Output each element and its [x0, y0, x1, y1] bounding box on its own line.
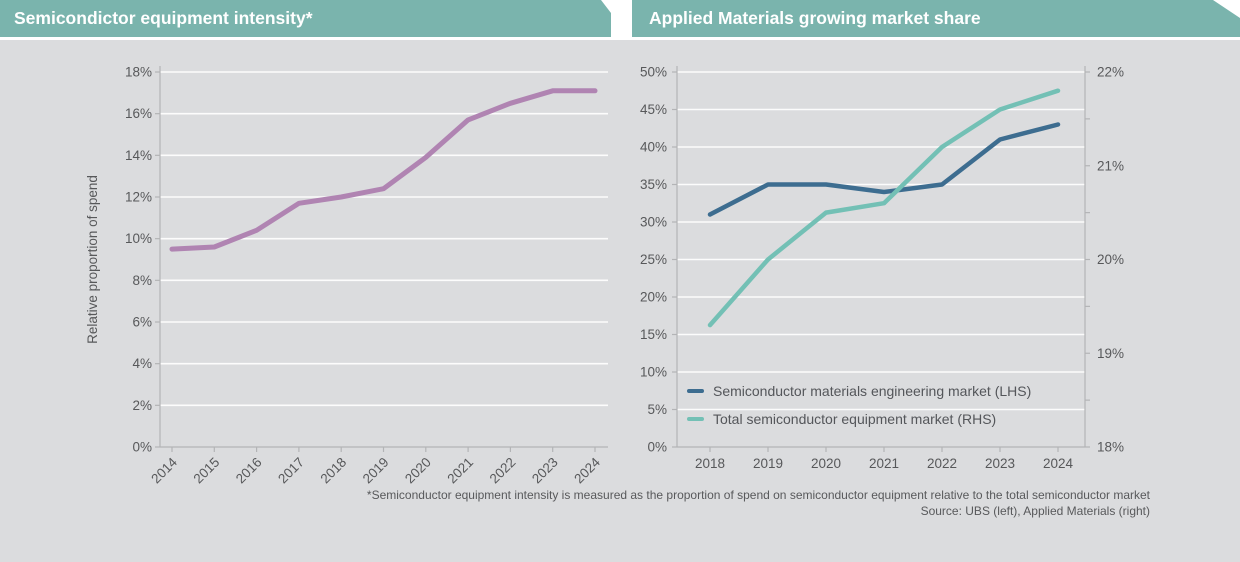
- y-axis-tick-label: 35%: [640, 177, 667, 192]
- x-axis-tick-label: 2024: [1043, 456, 1074, 471]
- x-axis-tick-label: 2022: [927, 456, 957, 471]
- footnote-definition: *Semiconductor equipment intensity is me…: [366, 488, 1150, 502]
- series-line: [707, 122, 1061, 217]
- footnote: *Semiconductor equipment intensity is me…: [367, 488, 1150, 519]
- y-axis-tick-label: 50%: [640, 65, 667, 80]
- legend-label-lhs: Semiconductor materials engineering mark…: [713, 383, 1032, 399]
- left-panel-title: Semicondictor equipment intensity*: [14, 8, 313, 28]
- right-axis-tick-label: 22%: [1097, 65, 1124, 80]
- chart-legend: Semiconductor materials engineering mark…: [687, 377, 1031, 433]
- y-axis-tick-label: 25%: [640, 252, 667, 267]
- y-axis-tick-label: 15%: [640, 327, 667, 342]
- x-axis-tick-label: 2020: [811, 456, 841, 471]
- y-axis-tick-label: 8%: [132, 273, 152, 288]
- y-axis-tick-label: 30%: [640, 215, 667, 230]
- y-axis-tick-label: 45%: [640, 102, 667, 117]
- x-axis-tick-label: 2014: [148, 454, 180, 486]
- equipment-intensity-line-chart: 0% 2% 4% 6% 8% 10% 12% 14% 16% 18% 2014 2015 2016 201…: [85, 65, 608, 487]
- x-axis-tick-label: 2015: [191, 455, 223, 487]
- right-axis-tick-label: 20%: [1097, 252, 1124, 267]
- y-axis-tick-label: 5%: [647, 402, 667, 417]
- right-axis-tick-label: 18%: [1097, 440, 1124, 455]
- x-axis-tick-label: 2016: [233, 455, 265, 487]
- right-panel-title: Applied Materials growing market share: [649, 8, 981, 28]
- y-axis-tick-label: 40%: [640, 140, 667, 155]
- x-axis-tick-label: 2018: [695, 456, 725, 471]
- x-axis-tick-label: 2019: [753, 456, 783, 471]
- right-axis-tick-label: 19%: [1097, 346, 1124, 361]
- y-axis-tick-label: 4%: [132, 356, 152, 371]
- series-line: [707, 88, 1061, 328]
- x-axis-tick-label: 2019: [360, 455, 392, 487]
- y-axis-tick-label: 0%: [132, 440, 152, 455]
- y-axis-tick-label: 0%: [647, 440, 667, 455]
- series-line: [169, 88, 598, 252]
- y-axis-tick-label: 10%: [640, 365, 667, 380]
- y-axis-tick-label: 18%: [125, 65, 152, 80]
- x-axis-tick-label: 2018: [317, 455, 349, 487]
- x-axis-tick-label: 2022: [487, 455, 519, 487]
- y-axis-tick-label: 10%: [125, 231, 152, 246]
- y-axis-title: Relative proportion of spend: [85, 175, 100, 344]
- right-panel-header: Applied Materials growing market share: [632, 0, 1240, 37]
- legend-item-rhs: Total semiconductor equipment market (RH…: [687, 405, 1031, 433]
- legend-label-rhs: Total semiconductor equipment market (RH…: [713, 411, 997, 427]
- x-axis-tick-label: 2023: [529, 455, 561, 487]
- footnote-source: Source: UBS (left), Applied Materials (r…: [920, 503, 1150, 518]
- x-axis-tick-label: 2023: [985, 456, 1015, 471]
- market-share-line-chart: 0% 5% 10% 15% 20% 25% 30% 35% 40% 45% 50% 18% 19% 20%…: [640, 65, 1124, 472]
- x-axis-tick-label: 2020: [402, 455, 434, 487]
- y-axis-tick-label: 14%: [125, 148, 152, 163]
- header-row: Semicondictor equipment intensity* Appli…: [0, 0, 1240, 40]
- y-axis-tick-label: 20%: [640, 290, 667, 305]
- x-axis-tick-label: 2021: [444, 455, 476, 487]
- y-axis-tick-label: 2%: [132, 398, 152, 413]
- y-axis-tick-label: 6%: [132, 315, 152, 330]
- teal-line-swatch-icon: [687, 416, 704, 422]
- left-panel-header: Semicondictor equipment intensity*: [0, 0, 611, 37]
- x-axis-tick-label: 2024: [571, 454, 603, 486]
- legend-item-lhs: Semiconductor materials engineering mark…: [687, 377, 1031, 405]
- blue-line-swatch-icon: [687, 388, 704, 394]
- right-axis-tick-label: 21%: [1097, 158, 1124, 173]
- y-axis-tick-label: 16%: [125, 106, 152, 121]
- y-axis-tick-label: 12%: [125, 190, 152, 205]
- x-axis-tick-label: 2021: [869, 456, 899, 471]
- x-axis-tick-label: 2017: [275, 455, 307, 487]
